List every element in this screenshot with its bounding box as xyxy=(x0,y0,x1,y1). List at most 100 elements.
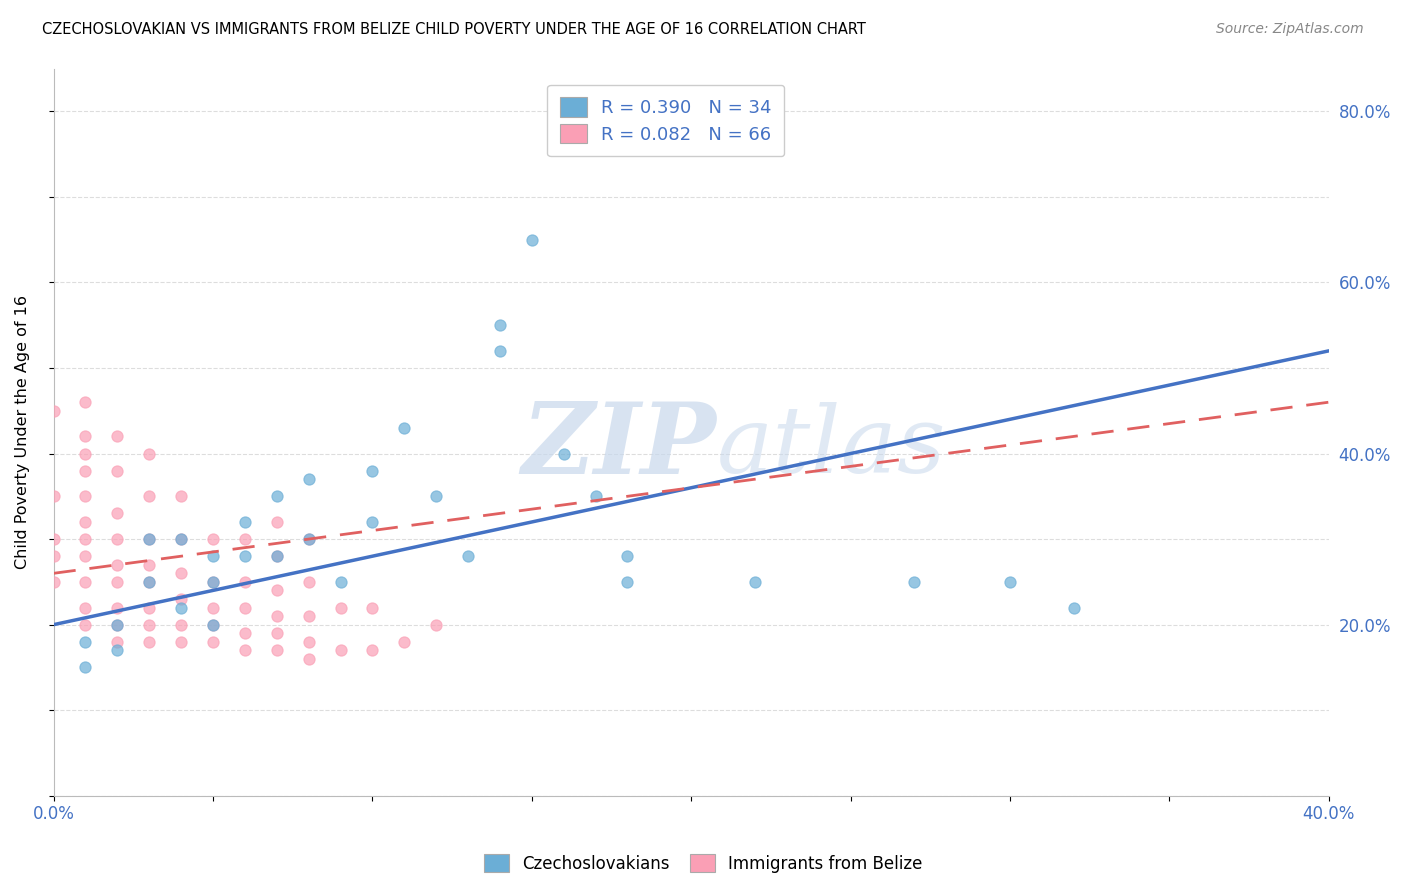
Point xyxy=(105,464,128,478)
Legend: R = 0.390   N = 34, R = 0.082   N = 66: R = 0.390 N = 34, R = 0.082 N = 66 xyxy=(547,85,785,156)
Point xyxy=(233,574,256,589)
Point xyxy=(553,446,575,460)
Point xyxy=(170,532,193,546)
Point xyxy=(233,626,256,640)
Point xyxy=(170,532,193,546)
Point xyxy=(361,515,384,529)
Point xyxy=(105,558,128,572)
Point xyxy=(329,574,352,589)
Point xyxy=(138,532,160,546)
Point xyxy=(298,652,321,666)
Point xyxy=(233,643,256,657)
Point xyxy=(201,600,224,615)
Point xyxy=(233,515,256,529)
Point xyxy=(394,421,416,435)
Point xyxy=(266,549,288,564)
Point xyxy=(489,318,512,333)
Point xyxy=(138,617,160,632)
Point xyxy=(105,429,128,443)
Point xyxy=(1063,600,1085,615)
Text: atlas: atlas xyxy=(717,401,946,491)
Point xyxy=(233,549,256,564)
Point xyxy=(329,600,352,615)
Point xyxy=(201,532,224,546)
Point xyxy=(266,515,288,529)
Point xyxy=(42,489,65,503)
Point xyxy=(138,600,160,615)
Point xyxy=(170,489,193,503)
Point xyxy=(105,600,128,615)
Point xyxy=(170,617,193,632)
Point xyxy=(170,566,193,581)
Point xyxy=(75,660,97,674)
Point xyxy=(105,507,128,521)
Point xyxy=(42,574,65,589)
Point xyxy=(75,532,97,546)
Point xyxy=(266,583,288,598)
Legend: Czechoslovakians, Immigrants from Belize: Czechoslovakians, Immigrants from Belize xyxy=(477,847,929,880)
Point xyxy=(394,634,416,648)
Point xyxy=(298,609,321,624)
Point xyxy=(520,233,543,247)
Point xyxy=(329,643,352,657)
Point xyxy=(75,489,97,503)
Point xyxy=(105,532,128,546)
Point xyxy=(170,600,193,615)
Point xyxy=(425,617,447,632)
Point xyxy=(138,489,160,503)
Point xyxy=(616,549,638,564)
Point xyxy=(75,464,97,478)
Point xyxy=(170,591,193,606)
Point xyxy=(266,626,288,640)
Point xyxy=(105,617,128,632)
Point xyxy=(298,472,321,486)
Point xyxy=(298,532,321,546)
Point xyxy=(266,549,288,564)
Point xyxy=(298,574,321,589)
Point xyxy=(201,634,224,648)
Point xyxy=(298,634,321,648)
Point xyxy=(489,343,512,358)
Point xyxy=(75,446,97,460)
Point xyxy=(201,617,224,632)
Text: Source: ZipAtlas.com: Source: ZipAtlas.com xyxy=(1216,22,1364,37)
Point xyxy=(42,549,65,564)
Point xyxy=(42,403,65,417)
Point xyxy=(105,634,128,648)
Point xyxy=(266,643,288,657)
Point xyxy=(201,574,224,589)
Point xyxy=(75,617,97,632)
Point xyxy=(998,574,1021,589)
Point xyxy=(105,643,128,657)
Point xyxy=(298,532,321,546)
Point xyxy=(585,489,607,503)
Point xyxy=(75,395,97,409)
Point xyxy=(138,574,160,589)
Point xyxy=(361,600,384,615)
Point xyxy=(266,489,288,503)
Point xyxy=(75,515,97,529)
Point xyxy=(616,574,638,589)
Point xyxy=(42,532,65,546)
Y-axis label: Child Poverty Under the Age of 16: Child Poverty Under the Age of 16 xyxy=(15,295,30,569)
Point xyxy=(425,489,447,503)
Point xyxy=(361,643,384,657)
Point xyxy=(266,609,288,624)
Point xyxy=(75,574,97,589)
Point xyxy=(201,549,224,564)
Text: ZIP: ZIP xyxy=(522,399,717,495)
Point xyxy=(903,574,925,589)
Point xyxy=(361,464,384,478)
Point xyxy=(105,574,128,589)
Point xyxy=(201,574,224,589)
Point xyxy=(105,617,128,632)
Point xyxy=(75,549,97,564)
Point xyxy=(75,429,97,443)
Point xyxy=(233,600,256,615)
Point xyxy=(138,558,160,572)
Point xyxy=(138,446,160,460)
Point xyxy=(170,634,193,648)
Text: CZECHOSLOVAKIAN VS IMMIGRANTS FROM BELIZE CHILD POVERTY UNDER THE AGE OF 16 CORR: CZECHOSLOVAKIAN VS IMMIGRANTS FROM BELIZ… xyxy=(42,22,866,37)
Point xyxy=(744,574,766,589)
Point xyxy=(201,617,224,632)
